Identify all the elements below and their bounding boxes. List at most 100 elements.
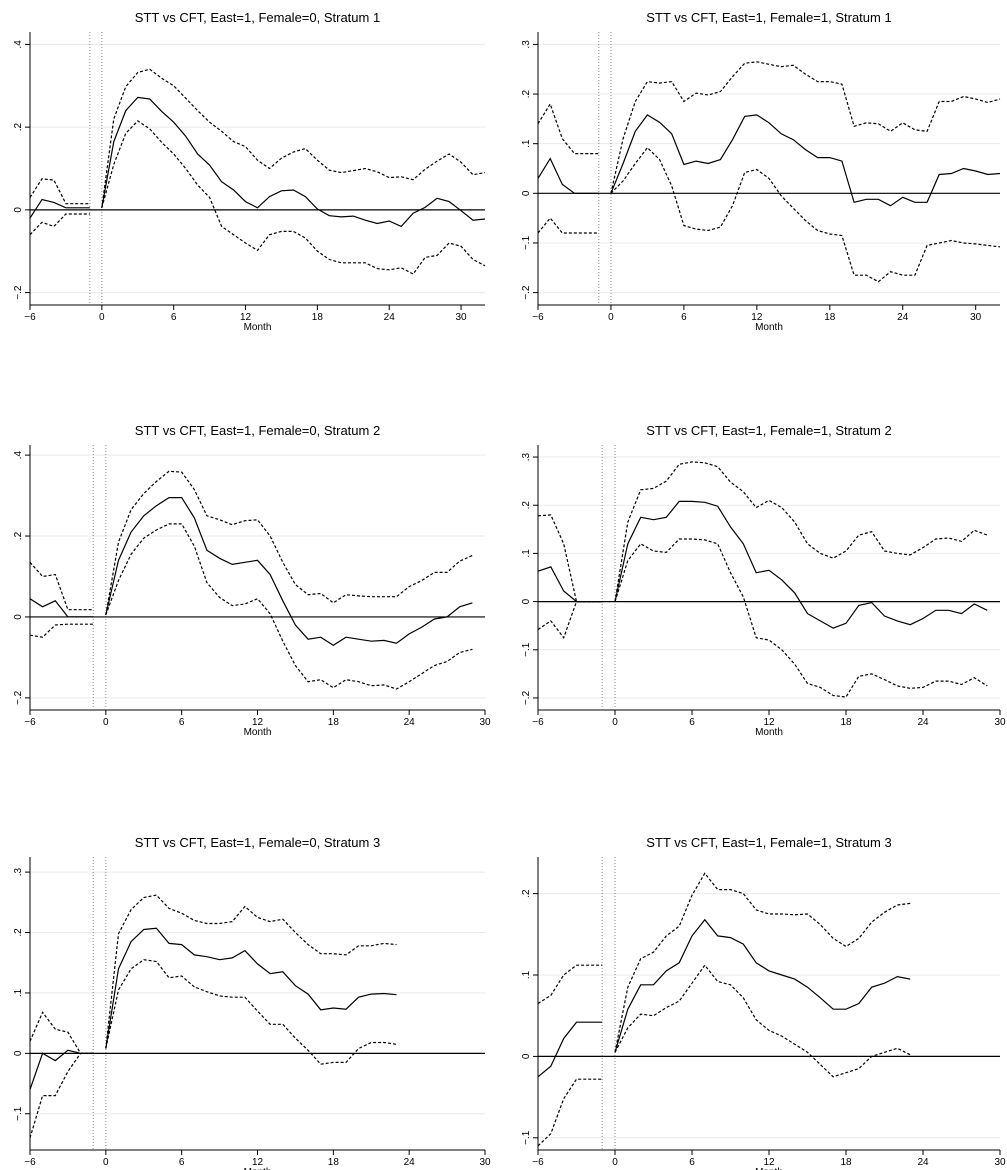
y-tick-label: .1 [521,549,532,558]
y-tick-label: −.2 [13,285,24,300]
pre-period-estimate-line [537,566,603,603]
post-period-estimate-line [614,918,911,1053]
post-period-upper-ci-line [105,894,397,1049]
y-tick-label: −.2 [521,285,532,300]
post-period-upper-ci-line [614,461,988,602]
x-tick-label: −6 [532,1157,544,1168]
x-tick-label: 12 [763,1157,775,1168]
post-period-upper-ci-line [105,470,473,616]
pre-period-lower-ci-line [29,1052,94,1139]
x-tick-label: 30 [479,1157,491,1168]
x-axis-label: Month [244,727,272,738]
pre-period-upper-ci-line [29,178,90,205]
x-tick-label: 30 [994,717,1006,728]
pre-period-estimate-line [29,598,94,618]
post-period-estimate-line [101,96,486,228]
x-tick-label: 18 [312,312,324,323]
x-tick-label: 18 [840,717,852,728]
pre-period-lower-ci-line [537,1078,603,1147]
post-period-upper-ci-line [610,61,1001,194]
x-tick-label: 30 [455,312,467,323]
x-tick-label: 12 [763,717,775,728]
chart-panel-6: STT vs CFT, East=1, Female=1, Stratum 3 −… [521,835,1006,1170]
chart-panel-1: STT vs CFT, East=1, Female=0, Stratum 1 −… [13,10,486,333]
chart-title: STT vs CFT, East=1, Female=0, Stratum 2 [135,423,380,438]
y-tick-label: −.2 [521,690,532,705]
y-tick-label: .3 [521,40,532,49]
y-tick-label: .2 [521,501,532,510]
y-tick-label: 0 [13,207,24,213]
x-tick-label: 0 [103,1157,109,1168]
x-tick-label: −6 [532,717,544,728]
x-tick-label: −6 [24,717,36,728]
x-tick-label: 24 [404,717,416,728]
post-period-lower-ci-line [105,959,397,1065]
x-axis-label: Month [755,1167,783,1170]
x-tick-label: −6 [24,1157,36,1168]
post-period-lower-ci-line [610,146,1001,283]
pre-period-lower-ci-line [537,600,603,639]
post-period-estimate-line [105,927,397,1049]
chart-panel-5: STT vs CFT, East=1, Female=0, Stratum 3 −… [13,835,491,1170]
x-axis-label: Month [244,1167,272,1170]
x-axis-label: Month [755,727,783,738]
x-tick-label: 24 [917,717,929,728]
x-tick-label: 6 [681,312,687,323]
post-period-lower-ci-line [105,523,473,690]
pre-period-lower-ci-line [29,213,90,236]
x-tick-label: 18 [328,717,340,728]
x-tick-label: 24 [917,1157,929,1168]
x-tick-label: 0 [608,312,614,323]
pre-period-lower-ci-line [537,217,599,234]
y-tick-label: −.1 [521,235,532,250]
x-tick-label: −6 [24,312,36,323]
x-tick-label: 24 [384,312,396,323]
post-period-lower-ci-line [101,120,486,275]
post-period-estimate-line [614,500,988,629]
pre-period-upper-ci-line [537,102,599,155]
x-axis-label: Month [244,322,272,333]
x-tick-label: 24 [404,1157,416,1168]
pre-period-upper-ci-line [537,964,603,1005]
y-tick-label: .2 [13,928,24,937]
pre-period-estimate-line [537,157,599,194]
x-tick-label: 6 [171,312,177,323]
chart-panel-4: STT vs CFT, East=1, Female=1, Stratum 2 −… [521,423,1006,738]
chart-title: STT vs CFT, East=1, Female=0, Stratum 1 [135,10,380,25]
x-tick-label: 6 [179,717,185,728]
y-tick-label: .2 [13,123,24,132]
y-tick-label: .4 [13,451,24,460]
pre-period-estimate-line [29,198,90,219]
pre-period-upper-ci-line [537,514,603,603]
y-tick-label: .2 [13,531,24,540]
post-period-lower-ci-line [614,964,911,1078]
x-tick-label: 12 [252,717,264,728]
x-tick-label: −6 [532,312,544,323]
post-period-estimate-line [610,114,1001,207]
pre-period-estimate-line [537,1021,603,1078]
post-period-estimate-line [105,497,473,647]
y-tick-label: 0 [521,598,532,604]
y-tick-label: .3 [13,867,24,876]
x-tick-label: 30 [970,312,982,323]
post-period-upper-ci-line [614,872,911,1053]
pre-period-upper-ci-line [29,1011,94,1054]
x-axis-label: Month [755,322,783,333]
y-tick-label: −.2 [13,690,24,705]
chart-panel-3: STT vs CFT, East=1, Female=0, Stratum 2 −… [13,423,491,738]
y-tick-label: −.1 [13,1106,24,1121]
post-period-lower-ci-line [614,538,988,698]
x-tick-label: 18 [824,312,836,323]
x-tick-label: 0 [99,312,105,323]
pre-period-upper-ci-line [29,561,94,611]
y-tick-label: .2 [521,89,532,98]
y-tick-label: .4 [13,40,24,49]
x-tick-label: 0 [612,1157,618,1168]
chart-title: STT vs CFT, East=1, Female=1, Stratum 1 [646,10,891,25]
x-tick-label: 12 [240,312,252,323]
x-tick-label: 24 [897,312,909,323]
x-tick-label: 6 [689,1157,695,1168]
x-tick-label: 12 [252,1157,264,1168]
x-tick-label: 18 [840,1157,852,1168]
